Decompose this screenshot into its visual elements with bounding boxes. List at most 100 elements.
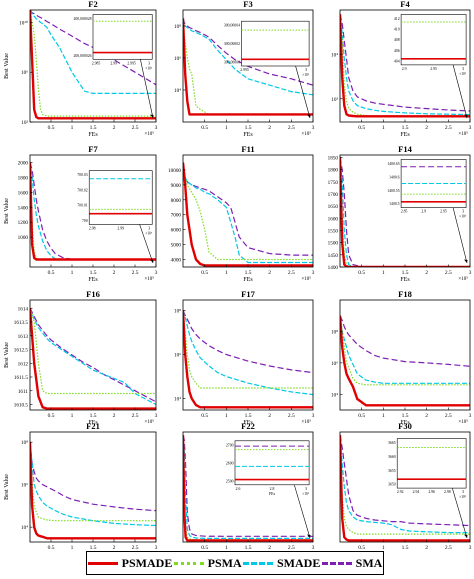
- y-tick-label: 4000: [171, 258, 182, 264]
- x-tick-label: 1.5: [402, 125, 409, 131]
- legend: PSMADE PSMA SMADE SMA: [86, 551, 384, 575]
- x-tick-label: 1: [225, 545, 228, 549]
- inset-x-tick-label: 2.96: [428, 490, 435, 494]
- y-tick-label: 1600: [18, 190, 29, 196]
- x-axis-label: FEs: [243, 420, 253, 426]
- series-line-sma-f17: [183, 310, 313, 374]
- inset-x-tick-label: 2.995: [127, 61, 136, 65]
- x-tick-label: 0.5: [201, 545, 208, 549]
- x-tick-label: 2.5: [445, 413, 452, 419]
- inset-x-tick-label: 2.92: [397, 490, 404, 494]
- x-tick-label: 3: [312, 545, 315, 549]
- x-tick-label: 2.5: [445, 125, 452, 131]
- x-tick-label: 2.5: [132, 545, 139, 549]
- y-tick-label: 1000: [18, 235, 29, 241]
- series-line-sma-f18: [340, 315, 470, 367]
- y-tick-label: 1500: [328, 241, 339, 247]
- panel-title-f16: F16: [86, 289, 100, 299]
- inset-x-tick-label: 2.98: [89, 226, 96, 230]
- x-tick-label: 0.5: [48, 545, 55, 549]
- y-tick-label: 2000: [18, 160, 29, 166]
- inset-frame: [396, 438, 467, 489]
- inset-y-tick-label: 2500: [226, 479, 234, 483]
- y-tick-label: 10⁶: [331, 361, 338, 367]
- x-tick-label: 2.5: [132, 125, 139, 131]
- y-tick-label: 1550: [328, 228, 339, 234]
- y-tick-label: 10⁶: [21, 483, 28, 489]
- x-axis-label: FEs: [400, 277, 410, 283]
- legend-item-psma: PSMA: [173, 556, 242, 571]
- panel-title-f22: F22: [241, 421, 255, 431]
- y-tick-label: 10⁴: [331, 52, 338, 58]
- inset-x-tick-label: 2.985: [92, 61, 101, 65]
- y-tick-label: 10⁸: [21, 440, 28, 446]
- series-line-sma-f3: [183, 18, 313, 86]
- y-tick-label: 1800: [328, 168, 339, 174]
- inset-y-tick-label: 2600: [226, 461, 234, 465]
- y-tick-label: 1700: [328, 192, 339, 198]
- series-group-f18: [340, 315, 470, 407]
- series-line-psmade-f21: [30, 442, 156, 540]
- inset-x-tick-label: 2.9: [402, 67, 407, 71]
- x-tick-label: 1: [382, 545, 385, 549]
- inset-arrow-line: [140, 59, 154, 119]
- series-line-psmade-f18: [340, 315, 470, 407]
- series-line-sma-f4: [340, 14, 470, 112]
- inset-frame: [88, 170, 153, 225]
- inset-y-tick-label: 200,000026: [73, 54, 91, 59]
- series-line-psma-f11: [183, 162, 313, 261]
- inset-f3: 2.995 3×10⁵ 300,00004 300,00002 300,00000: [224, 20, 311, 119]
- x-tick-label: 1.5: [245, 413, 252, 419]
- panel-title-f11: F11: [241, 144, 254, 154]
- inset-x-tick-label: 2.6: [236, 487, 241, 491]
- inset-arrow-head: [464, 114, 468, 118]
- y-tick-label: 10³: [331, 97, 338, 103]
- y-tick-label: 1850: [328, 155, 339, 161]
- panel-title-f18: F18: [398, 289, 412, 299]
- inset-y-tick-label: 300,00002: [224, 42, 240, 47]
- x-exponent-label: ×10⁵: [458, 131, 468, 137]
- x-tick-label: 2.5: [132, 270, 139, 276]
- inset-x-tick-label: 2.85: [401, 210, 408, 214]
- series-line-psmade-f7: [30, 162, 156, 261]
- series-line-psma-f30: [340, 435, 470, 535]
- x-tick-label: 2: [425, 125, 428, 131]
- series-line-psmade-f2: [30, 10, 156, 120]
- y-tick-label: 1611.5: [14, 375, 28, 381]
- x-axis-label: FEs: [243, 132, 253, 138]
- y-tick-label: 10⁶: [174, 56, 181, 62]
- y-tick-label: 10⁴: [21, 525, 28, 531]
- legend-label-smade: SMADE: [276, 555, 321, 570]
- x-tick-label: 3: [469, 125, 472, 131]
- y-tick-label: 5000: [171, 243, 182, 249]
- y-tick-label: 8000: [171, 198, 182, 204]
- inset-frame: [400, 14, 467, 66]
- y-tick-label: 1450: [328, 253, 339, 259]
- x-exponent-label: ×10⁵: [301, 276, 311, 282]
- legend-swatch-psmade: [87, 561, 118, 565]
- x-tick-label: 3: [312, 413, 315, 419]
- y-tick-label: 10⁸: [331, 329, 338, 335]
- x-tick-label: 1.5: [402, 270, 409, 276]
- y-tick-label: 10⁶: [174, 352, 181, 358]
- series-line-psmade-f4: [340, 14, 470, 118]
- plot-frame-f18: [339, 299, 471, 411]
- inset-arrow-line: [452, 207, 468, 264]
- series-line-psmade-f3: [183, 18, 313, 116]
- x-tick-label: 1.5: [402, 413, 409, 419]
- inset-arrow-line: [295, 65, 311, 119]
- x-exponent-label: ×10⁵: [458, 419, 468, 425]
- y-tick-label: 1613: [18, 334, 29, 340]
- series-group-f7: [30, 162, 156, 261]
- legend-swatch-sma: [321, 561, 352, 565]
- series-line-smade-f16: [30, 307, 156, 406]
- inset-y-tick-label: 1400.5: [389, 202, 400, 206]
- series-line-psmade-f11: [183, 162, 313, 267]
- panel-title-f30: F30: [398, 421, 412, 431]
- x-exponent-label: ×10⁵: [301, 131, 311, 137]
- legend-swatch-psma: [173, 561, 204, 565]
- panel-f7: F70.5 1 1.5 2 2.5 3×10⁵FEs1000120014001600180…: [4, 144, 158, 283]
- x-tick-label: 3: [312, 270, 315, 276]
